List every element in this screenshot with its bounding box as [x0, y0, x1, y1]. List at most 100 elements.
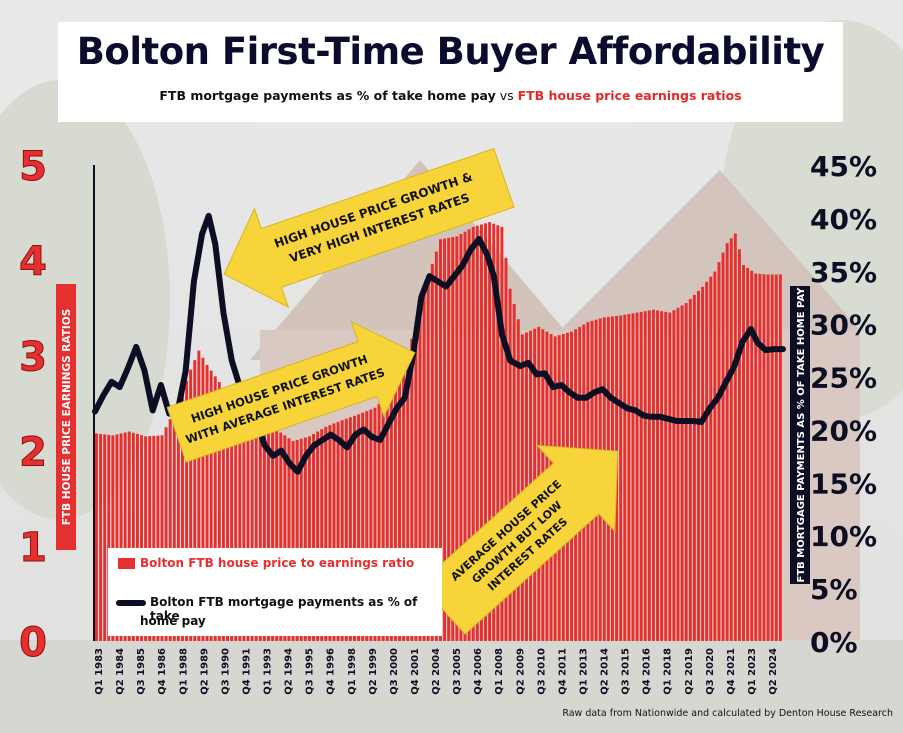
- x-tick-label: Q3 1995: [305, 648, 316, 695]
- x-tick-label: Q2 1994: [284, 648, 295, 695]
- bar: [475, 225, 479, 641]
- x-tick-label: Q3 1985: [136, 648, 147, 695]
- bar: [516, 319, 520, 641]
- bar: [643, 311, 647, 641]
- bar: [381, 399, 385, 641]
- bar: [635, 312, 639, 641]
- bar: [262, 423, 266, 641]
- bar: [148, 436, 152, 641]
- x-tick-label: Q1 1988: [178, 648, 189, 695]
- bar: [332, 423, 336, 641]
- source-note: Raw data from Nationwide and calculated …: [562, 708, 893, 719]
- subtitle-vs: vs: [495, 88, 518, 103]
- bar: [746, 267, 750, 641]
- bar: [774, 274, 778, 641]
- bar: [705, 281, 709, 641]
- bar: [217, 382, 221, 641]
- bar: [766, 274, 770, 641]
- x-tick-label: Q2 1989: [199, 648, 210, 695]
- x-tick-label: Q2 1999: [368, 648, 379, 695]
- bar: [418, 305, 422, 641]
- bar: [242, 417, 246, 641]
- bar: [389, 391, 393, 641]
- bar: [504, 257, 508, 641]
- right-axis-title-box: FTB MORTGAGE PAYMENTS AS % OF TAKE HOME …: [790, 286, 810, 584]
- legend-line-label-1: Bolton FTB mortgage payments as % of tak…: [150, 595, 418, 623]
- bar: [651, 309, 655, 641]
- bar: [717, 262, 721, 641]
- bar: [103, 434, 107, 641]
- bar: [316, 431, 320, 641]
- bar: [479, 224, 483, 641]
- bar: [459, 234, 463, 641]
- bar: [393, 382, 397, 641]
- left-tick-label: 2: [19, 430, 47, 476]
- bar: [275, 429, 279, 641]
- bar: [426, 276, 430, 641]
- bar: [340, 420, 344, 641]
- bar: [754, 273, 758, 641]
- x-tick-label: Q2 2009: [515, 648, 526, 695]
- bar: [512, 303, 516, 641]
- bar: [123, 432, 127, 641]
- bar: [627, 313, 631, 641]
- right-tick-label: 35%: [810, 256, 877, 289]
- bar: [348, 417, 352, 641]
- bar: [500, 226, 504, 641]
- bar: [267, 425, 270, 641]
- bar: [422, 288, 426, 641]
- x-tick-label: Q4 2001: [410, 648, 421, 695]
- bar: [344, 418, 348, 641]
- bar: [324, 426, 328, 641]
- bar: [410, 338, 414, 641]
- legend-bar-label: Bolton FTB house price to earnings ratio: [140, 556, 415, 570]
- bar: [185, 380, 189, 641]
- bar: [447, 237, 451, 641]
- bar: [353, 415, 356, 641]
- bar: [488, 222, 492, 641]
- bar: [336, 421, 340, 641]
- left-tick-label: 3: [19, 334, 47, 380]
- bar: [303, 437, 307, 641]
- bar: [439, 239, 442, 641]
- bar: [291, 441, 295, 641]
- x-tick-label: Q3 2010: [536, 648, 547, 695]
- x-tick-label: Q1 2018: [663, 648, 674, 695]
- bar: [762, 274, 766, 641]
- bar: [221, 390, 225, 641]
- bar: [742, 264, 745, 641]
- bar: [713, 271, 717, 641]
- x-tick-label: Q3 1990: [220, 648, 231, 695]
- bar: [357, 414, 361, 641]
- bar: [697, 290, 700, 641]
- bar: [676, 307, 680, 641]
- bar: [373, 407, 377, 641]
- bar: [398, 373, 401, 641]
- bar: [684, 303, 688, 641]
- bar: [295, 439, 299, 641]
- bar: [680, 305, 684, 641]
- bar: [451, 237, 455, 642]
- bar: [127, 431, 131, 641]
- chart-legend: Bolton FTB house price to earnings ratio…: [108, 548, 442, 636]
- chart-subtitle: FTB mortgage payments as % of take home …: [58, 88, 843, 103]
- bar: [168, 419, 172, 641]
- x-tick-label: Q1 1998: [347, 648, 358, 695]
- bar: [160, 435, 164, 641]
- left-axis-title-box: FTB HOUSE PRICE EARNINGS RATIOS: [56, 284, 76, 550]
- bar: [361, 412, 365, 641]
- x-tick-label: Q1 2008: [494, 648, 505, 695]
- right-tick-label: 30%: [810, 309, 877, 342]
- right-tick-label: 45%: [810, 150, 877, 183]
- bar: [430, 264, 434, 641]
- x-tick-label: Q4 2021: [726, 648, 737, 695]
- left-axis-ticks: 0 1 2 3 4 5: [19, 144, 48, 667]
- bar: [750, 270, 754, 641]
- legend-line-swatch: [116, 600, 146, 606]
- bar: [328, 425, 332, 641]
- bar: [320, 429, 324, 641]
- bar: [631, 313, 635, 641]
- x-tick-label: Q4 2006: [473, 648, 484, 695]
- bar: [496, 225, 500, 642]
- bar: [463, 231, 467, 641]
